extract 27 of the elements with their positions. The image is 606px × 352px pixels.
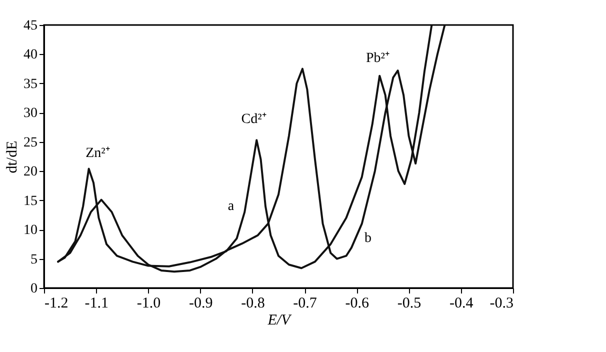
y-tick-label: 25	[24, 135, 38, 150]
y-tick-label: 45	[24, 18, 38, 34]
x-axis-title: E/V	[266, 312, 292, 328]
x-tick-label: -0.4	[450, 296, 474, 312]
y-axis-title: dt/dE	[4, 140, 20, 174]
x-tick-label: -0.3	[490, 296, 514, 312]
annotation: Zn²⁺	[86, 146, 110, 161]
y-tick-label: 35	[24, 76, 38, 92]
y-tick-label: 20	[24, 164, 38, 180]
annotation: a	[228, 199, 235, 214]
annotation: Pb²⁺	[366, 51, 390, 66]
y-tick-label: 5	[30, 252, 38, 268]
x-tick-label: -0.6	[345, 296, 370, 312]
y-tick-label: 30	[24, 106, 38, 122]
y-tick-label: 15	[24, 194, 38, 209]
y-tick-label: 40	[24, 48, 38, 63]
annotation: Cd²⁺	[241, 112, 267, 127]
x-tick-label: -1.0	[136, 296, 161, 312]
y-tick-label: 10	[24, 223, 38, 238]
x-tick-label: -0.9	[188, 296, 213, 312]
annotation: b	[364, 231, 372, 246]
x-tick-label: -0.7	[293, 296, 318, 312]
x-tick-label: -0.5	[397, 296, 422, 312]
x-tick-label: -1.2	[44, 296, 68, 312]
x-tick-label: -0.8	[241, 296, 265, 312]
y-tick-label: 0	[30, 282, 38, 296]
x-tick-label: -1.1	[84, 296, 108, 312]
